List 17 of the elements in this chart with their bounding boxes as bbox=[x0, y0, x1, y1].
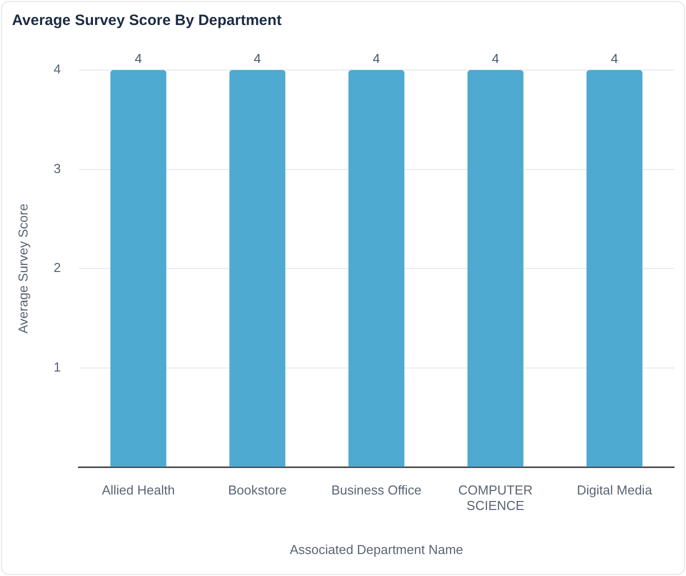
x-tick-label: Business Office bbox=[331, 482, 422, 498]
data-label: 4 bbox=[610, 51, 618, 66]
y-tick-label: 3 bbox=[54, 160, 61, 176]
y-axis-title: Average Survey Score bbox=[15, 204, 30, 334]
x-tick-label: Digital Media bbox=[576, 482, 653, 498]
data-label: 4 bbox=[134, 51, 142, 66]
x-tick-label: Bookstore bbox=[228, 482, 287, 498]
data-label: 4 bbox=[254, 51, 261, 66]
x-tick-label: Allied Health bbox=[102, 482, 175, 498]
x-tick-label: COMPUTER SCIENCE bbox=[458, 482, 533, 514]
chart-title: Average Survey Score By Department bbox=[12, 12, 282, 30]
y-tick-label: 2 bbox=[54, 260, 61, 276]
y-tick-label: 4 bbox=[54, 62, 61, 77]
data-label: 4 bbox=[492, 51, 500, 66]
x-axis-title: Associated Department Name bbox=[290, 542, 464, 557]
data-label: 4 bbox=[372, 51, 380, 66]
y-tick-label: 1 bbox=[54, 359, 61, 374]
